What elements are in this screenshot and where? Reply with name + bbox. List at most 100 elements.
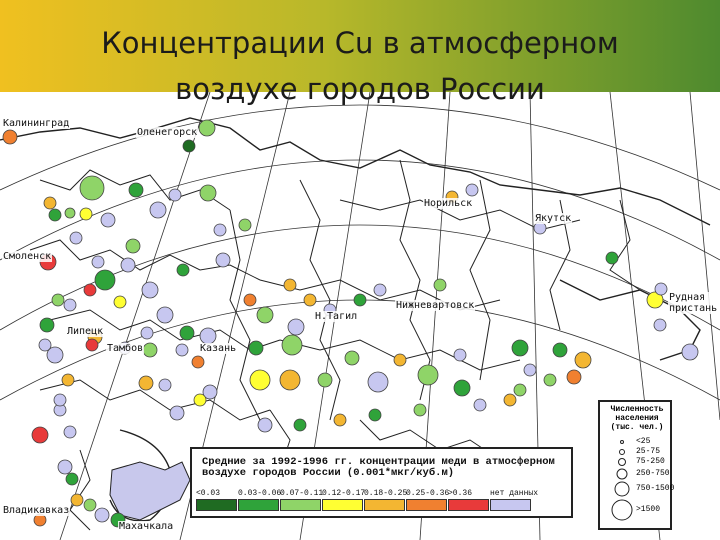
population-size-circle — [620, 440, 624, 444]
legend-class-swatch — [406, 499, 447, 511]
city-marker — [654, 282, 668, 296]
city-marker — [182, 139, 196, 153]
city-marker — [128, 182, 144, 198]
legend-class: 0.18-0.25 — [364, 489, 407, 511]
city-marker — [191, 355, 205, 369]
legend-class-label: 0.07-0.11 — [280, 489, 324, 498]
population-legend-circles — [611, 440, 633, 521]
legend-class-label: <0.03 — [196, 489, 221, 498]
city-marker — [141, 281, 159, 299]
city-marker — [393, 353, 407, 367]
population-class-label: 75-250 — [636, 457, 665, 466]
legend-class: <0.03 — [196, 489, 237, 511]
legend-class-label: 0.12-0.17 — [322, 489, 366, 498]
city-marker — [417, 364, 439, 386]
legend-class: 0.25-0.36 — [406, 489, 450, 511]
city-marker — [65, 472, 79, 486]
city-marker — [46, 346, 64, 364]
legend-class-swatch — [490, 499, 531, 511]
city-marker — [94, 507, 110, 523]
city-marker — [100, 212, 116, 228]
city-marker — [303, 293, 317, 307]
city-marker — [83, 498, 97, 512]
population-legend-title: Численность населения (тыс. чел.) — [610, 405, 664, 432]
city-marker — [51, 293, 65, 307]
city-marker — [64, 207, 76, 219]
population-size-circle — [619, 449, 625, 455]
city-label-rudnaya-pristan: Рудная пристань — [668, 292, 720, 314]
city-marker — [344, 350, 360, 366]
city-marker — [156, 306, 174, 324]
city-label-olenegorsk: Оленегорск — [136, 127, 199, 138]
city-marker — [503, 393, 517, 407]
city-marker — [293, 418, 307, 432]
city-marker — [373, 283, 387, 297]
city-marker — [176, 263, 190, 277]
city-marker — [333, 413, 347, 427]
foreign-land — [109, 461, 191, 521]
city-marker — [53, 393, 67, 407]
city-marker — [79, 175, 105, 201]
city-marker — [198, 119, 216, 137]
population-size-circle — [614, 481, 630, 497]
city-marker — [511, 339, 529, 357]
city-label-makhachkala: Махачкала — [118, 521, 175, 532]
city-marker — [257, 417, 273, 433]
population-class-label: <25 — [636, 437, 651, 446]
city-marker — [85, 338, 99, 352]
city-marker — [43, 196, 57, 210]
city-marker — [140, 326, 154, 340]
population-legend: Численность населения (тыс. чел.) <25 25-… — [598, 400, 674, 530]
city-marker — [256, 306, 274, 324]
city-marker — [83, 283, 97, 297]
city-marker — [543, 373, 557, 387]
city-marker — [317, 372, 333, 388]
city-marker — [48, 208, 62, 222]
city-marker — [646, 291, 664, 309]
city-marker — [38, 338, 52, 352]
city-marker — [2, 129, 18, 145]
legend-class-swatch — [238, 499, 279, 511]
city-marker — [158, 378, 172, 392]
city-marker — [465, 183, 479, 197]
legend-class-label: 0.25-0.36 — [406, 489, 450, 498]
city-marker — [168, 188, 182, 202]
city-marker — [566, 369, 582, 385]
city-marker — [279, 369, 301, 391]
city-marker — [120, 257, 136, 273]
city-marker — [367, 371, 389, 393]
legend-class: 0.12-0.17 — [322, 489, 366, 511]
city-marker — [473, 398, 487, 412]
city-marker — [179, 325, 195, 341]
population-class-label: 250-750 — [636, 469, 670, 478]
city-marker — [169, 405, 185, 421]
city-marker — [453, 348, 467, 362]
concentration-legend: Средние за 1992-1996 гг. концентрации ме… — [190, 447, 573, 518]
city-marker — [199, 184, 217, 202]
page-title: Концентрации Cu в атмосферном воздухе го… — [0, 20, 720, 112]
city-marker — [63, 425, 77, 439]
city-marker — [193, 393, 207, 407]
city-marker — [433, 278, 447, 292]
city-marker — [31, 426, 49, 444]
city-marker — [681, 343, 699, 361]
city-marker — [215, 252, 231, 268]
city-marker — [70, 493, 84, 507]
city-marker — [248, 340, 264, 356]
city-marker — [243, 293, 257, 307]
city-label-kazan: Казань — [199, 343, 238, 354]
city-label-smolensk: Смоленск — [2, 251, 53, 262]
city-marker — [249, 369, 271, 391]
city-marker — [63, 298, 77, 312]
city-marker — [281, 334, 303, 356]
legend-class-swatch — [196, 499, 237, 511]
city-marker — [39, 317, 55, 333]
city-markers-layer — [2, 119, 699, 528]
city-marker — [199, 327, 217, 345]
legend-class: 0.07-0.11 — [280, 489, 324, 511]
legend-class-label: 0.03-0.06 — [238, 489, 282, 498]
city-marker — [94, 269, 116, 291]
legend-class: 0.03-0.06 — [238, 489, 282, 511]
city-marker — [138, 375, 154, 391]
title-banner — [0, 0, 720, 92]
